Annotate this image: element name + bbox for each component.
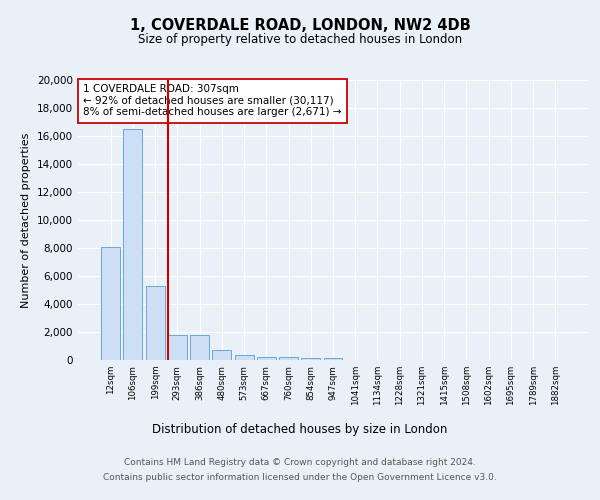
Y-axis label: Number of detached properties: Number of detached properties [22, 132, 31, 308]
Bar [323, 358, 343, 360]
Bar [146, 286, 164, 360]
Text: Contains public sector information licensed under the Open Government Licence v3: Contains public sector information licen… [103, 473, 497, 482]
Bar [190, 335, 209, 360]
Text: 1 COVERDALE ROAD: 307sqm
← 92% of detached houses are smaller (30,117)
8% of sem: 1 COVERDALE ROAD: 307sqm ← 92% of detach… [83, 84, 341, 117]
Bar [212, 350, 231, 360]
Bar [168, 335, 187, 360]
Bar [279, 357, 298, 360]
Text: 1, COVERDALE ROAD, LONDON, NW2 4DB: 1, COVERDALE ROAD, LONDON, NW2 4DB [130, 18, 470, 32]
Text: Distribution of detached houses by size in London: Distribution of detached houses by size … [152, 422, 448, 436]
Bar [124, 129, 142, 360]
Bar [235, 355, 254, 360]
Text: Contains HM Land Registry data © Crown copyright and database right 2024.: Contains HM Land Registry data © Crown c… [124, 458, 476, 467]
Bar [257, 356, 276, 360]
Bar [301, 358, 320, 360]
Bar [101, 246, 120, 360]
Text: Size of property relative to detached houses in London: Size of property relative to detached ho… [138, 32, 462, 46]
